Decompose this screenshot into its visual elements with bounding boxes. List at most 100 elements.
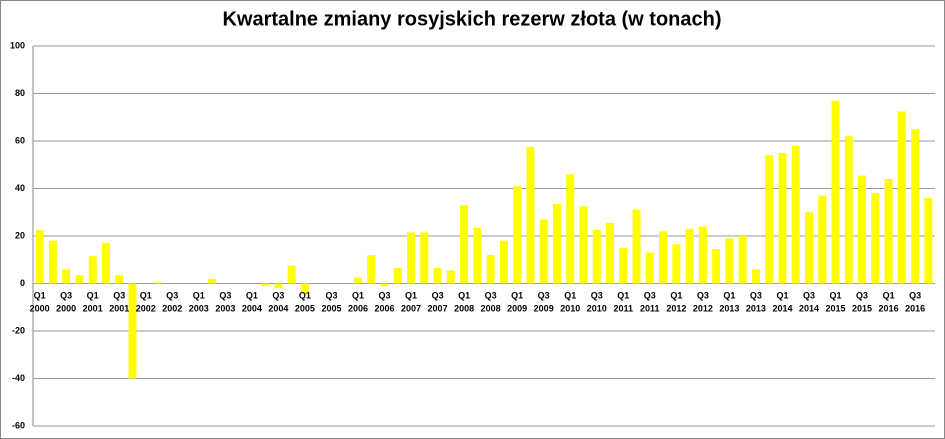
bar [725, 238, 734, 284]
bar [805, 212, 813, 284]
x-tick-label: Q1 2006 [348, 291, 368, 314]
bar [433, 268, 442, 284]
bar [354, 277, 362, 284]
bar [35, 230, 44, 284]
bar [698, 226, 707, 284]
bar [380, 283, 389, 286]
bar [513, 186, 522, 284]
bar [367, 255, 376, 284]
bar [128, 283, 137, 379]
x-tick-label: Q1 2003 [189, 291, 209, 314]
bar [765, 155, 774, 284]
bar [924, 198, 933, 284]
x-tick-label: Q3 2005 [321, 291, 341, 314]
bar [818, 195, 827, 284]
y-tick-label: 40 [15, 183, 25, 193]
bar [75, 275, 84, 284]
x-tick-label: Q3 2001 [109, 291, 129, 314]
y-tick-label: 20 [15, 230, 25, 240]
x-tick-label: Q1 2008 [454, 291, 474, 314]
bar [672, 244, 681, 284]
bar [592, 230, 601, 284]
y-tick-label: -20 [12, 325, 25, 335]
bar [712, 249, 721, 284]
bar [884, 179, 893, 284]
bar [552, 203, 561, 284]
bar [446, 270, 455, 284]
bar [911, 129, 920, 284]
bar [88, 256, 97, 284]
bar [101, 243, 110, 284]
bar [460, 205, 469, 284]
y-tick-label: 100 [10, 40, 25, 50]
bar [499, 240, 508, 284]
y-tick-label: 80 [15, 88, 25, 98]
bar [831, 100, 840, 284]
y-tick-label: -40 [12, 373, 25, 383]
bar [274, 283, 283, 289]
bar [897, 111, 906, 284]
bar [659, 231, 668, 284]
x-tick-label: Q3 2002 [162, 291, 182, 314]
bar [844, 136, 853, 284]
bar [566, 174, 575, 284]
y-tick-label: 60 [15, 135, 25, 145]
x-tick-label: Q3 2008 [481, 291, 501, 314]
x-tick-label: Q3 2016 [905, 291, 925, 314]
x-tick-label: Q3 2003 [215, 291, 235, 314]
x-tick-label: Q1 2000 [30, 291, 50, 314]
bar [208, 278, 217, 284]
x-tick-label: Q1 2005 [295, 291, 315, 314]
x-tick-label: Q3 2006 [374, 291, 394, 314]
bar [685, 228, 694, 284]
x-tick-label: Q1 2004 [242, 291, 262, 314]
bar [393, 268, 402, 284]
x-tick-label: Q1 2001 [83, 291, 103, 314]
chart-title: Kwartalne zmiany rosyjskich rezerw złota… [222, 8, 721, 30]
x-tick-label: Q3 2014 [799, 291, 819, 314]
y-tick-label: 0 [20, 278, 25, 288]
bar [751, 269, 760, 284]
y-tick-label: -60 [12, 420, 25, 430]
x-tick-label: Q1 2009 [507, 291, 527, 314]
bar [579, 206, 588, 284]
bar [287, 265, 296, 284]
x-tick-label: Q3 2011 [640, 291, 660, 314]
bar [738, 236, 747, 284]
x-tick-label: Q3 2004 [268, 291, 288, 314]
x-tick-label: Q3 2007 [428, 291, 448, 314]
bar [155, 282, 163, 284]
bar [539, 219, 548, 284]
x-tick-label: Q3 2015 [852, 291, 872, 314]
bar [526, 146, 535, 284]
bar [858, 175, 867, 284]
bar [407, 232, 416, 284]
x-tick-label: Q1 2012 [666, 291, 686, 314]
bar [606, 222, 614, 284]
x-tick-label: Q1 2010 [560, 291, 580, 314]
bar [62, 269, 71, 284]
bar [871, 193, 880, 284]
x-tick-label: Q1 2015 [825, 291, 845, 314]
x-tick-label: Q1 2007 [401, 291, 421, 314]
x-tick-label: Q1 2016 [879, 291, 899, 314]
x-tick-label: Q3 2000 [56, 291, 76, 314]
x-tick-label: Q3 2009 [534, 291, 554, 314]
bar [300, 283, 309, 295]
bar [778, 152, 787, 284]
bar [473, 227, 482, 284]
bar [791, 145, 800, 284]
bar [115, 275, 124, 284]
bar [420, 232, 429, 284]
x-tick-label: Q1 2002 [136, 291, 156, 314]
x-tick-label: Q3 2010 [587, 291, 607, 314]
bar [261, 283, 270, 286]
bar [645, 252, 654, 284]
bar [486, 255, 495, 284]
bar [619, 247, 628, 284]
x-tick-label: Q1 2011 [614, 291, 634, 314]
x-tick-label: Q1 2013 [719, 291, 739, 314]
bar [632, 209, 641, 284]
x-tick-label: Q3 2012 [693, 291, 713, 314]
